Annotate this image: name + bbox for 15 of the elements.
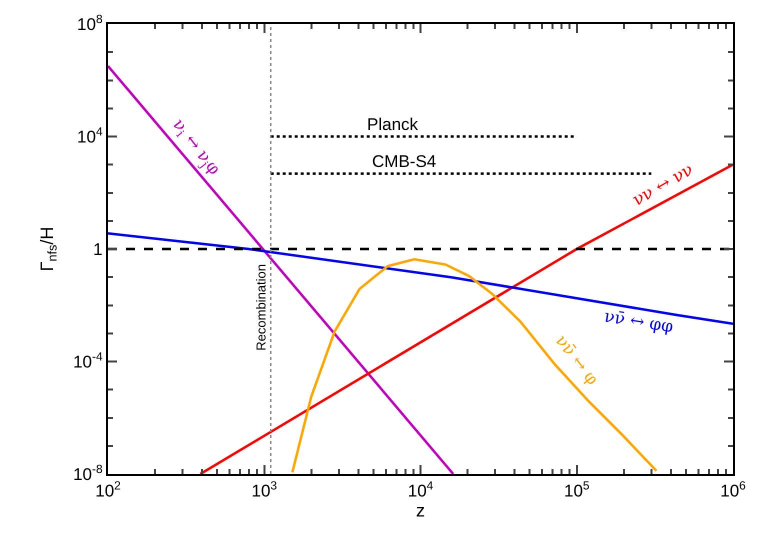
- x-axis-title: z: [416, 500, 425, 520]
- x-tick-label: 10$^{6}$: [720, 478, 746, 500]
- x-tick-label: 10$^{5}$: [564, 478, 590, 500]
- text: νν̄ ↔ φ: [551, 331, 602, 390]
- y-tick-label: 10$^{8}$: [77, 12, 103, 34]
- text: νν ↔ νν: [629, 160, 697, 210]
- y-tick-label: 10$^{-4}$: [73, 349, 103, 372]
- x-tick-label: 10$^{3}$: [251, 478, 278, 500]
- y-tick-label: 1: [93, 240, 103, 259]
- y-tick-label: 10$^{4}$: [77, 124, 103, 146]
- series-label: CMB-S4: [372, 152, 436, 171]
- x-tick-label: 10$^{4}$: [408, 478, 434, 500]
- ref-line-label: Recombination: [254, 264, 269, 351]
- text: νν̄ ↔ φφ: [602, 306, 675, 338]
- series-label: Planck: [367, 115, 419, 134]
